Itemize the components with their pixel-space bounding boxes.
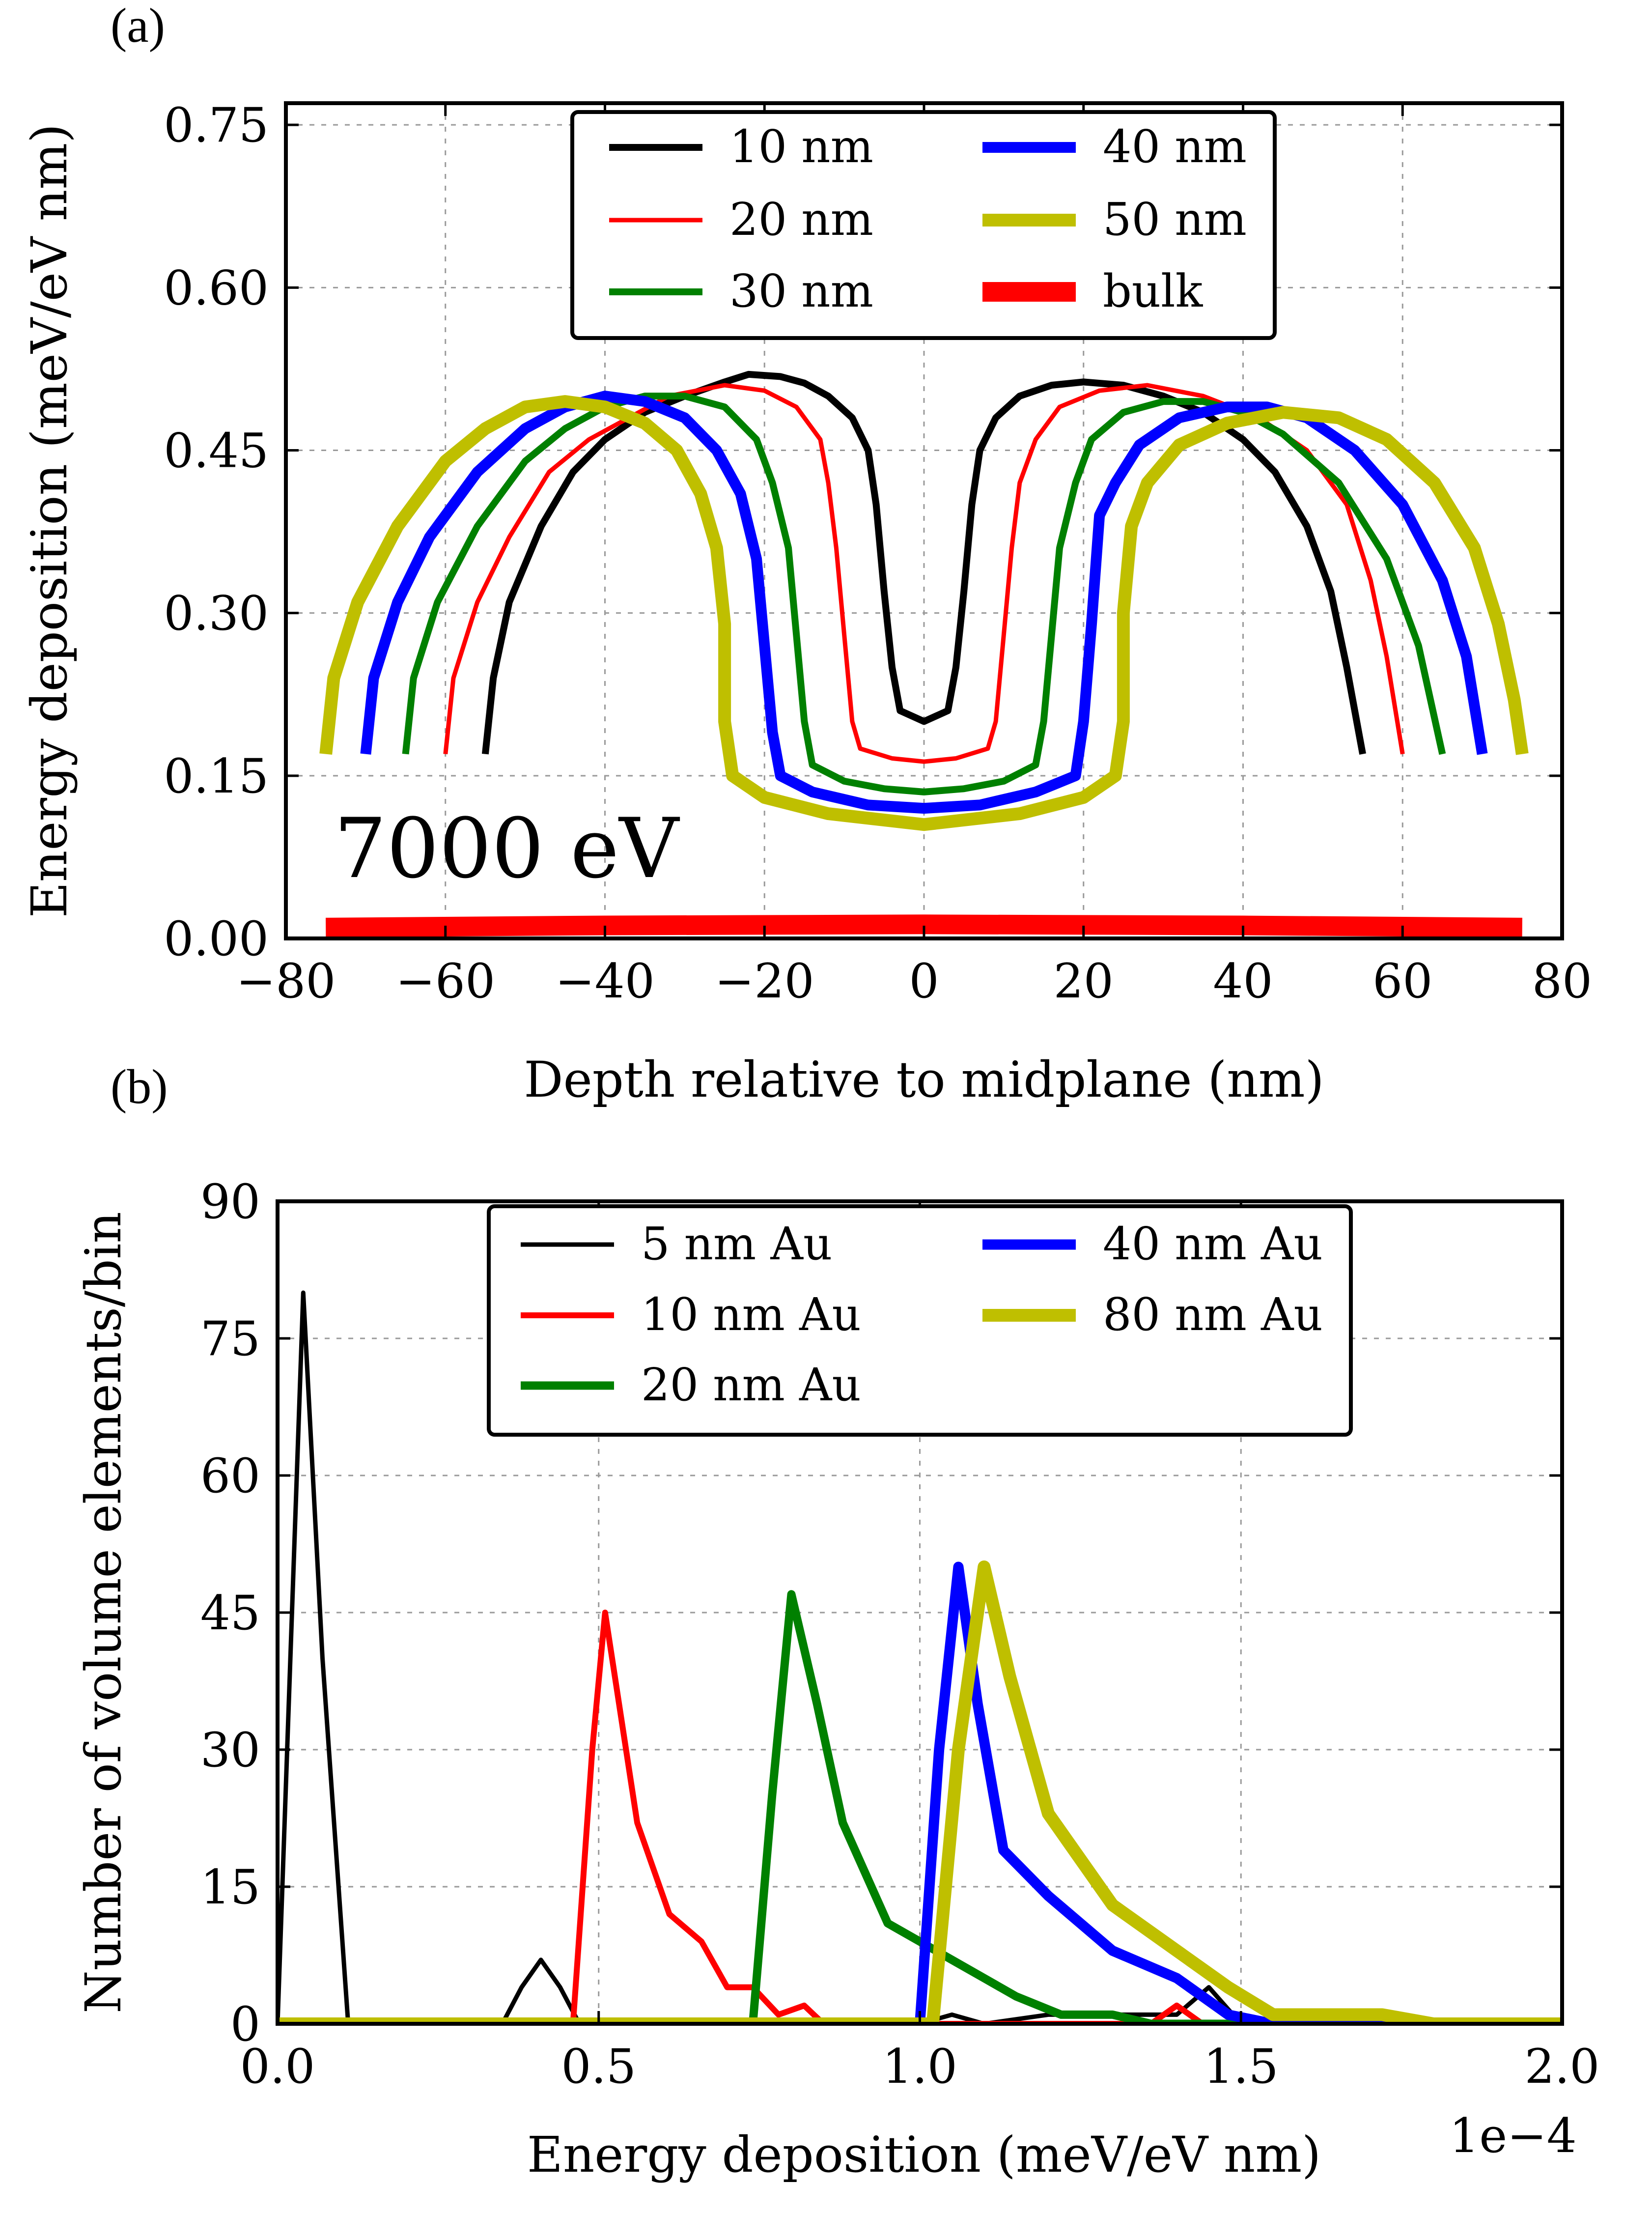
series-line-20-nm-Au: [278, 1590, 1562, 2024]
series-line-50-nm: [319, 395, 1529, 831]
y-tick-label: 0.30: [164, 586, 269, 641]
x-tick-label: 60: [1372, 954, 1432, 1009]
x-tick-label: 40: [1213, 954, 1273, 1009]
legend-label: 50 nm: [1103, 193, 1247, 246]
legend-box: [487, 1204, 1353, 1437]
series-line-40-nm-Au: [278, 1561, 1562, 2024]
x-tick-label: 0.0: [240, 2039, 315, 2094]
x-tick-label: 1.0: [882, 2039, 957, 2094]
x-offset-text: 1e−4: [1449, 2108, 1576, 2163]
x-tick-label: −40: [555, 954, 655, 1009]
legend-label: 40 nm Au: [1103, 1218, 1323, 1270]
legend-box: [570, 110, 1277, 340]
legend-label: 10 nm Au: [641, 1288, 861, 1341]
x-axis-label: Depth relative to midplane (nm): [524, 1051, 1324, 1108]
x-tick-label: −80: [236, 954, 336, 1009]
series-line-80-nm-Au: [278, 1560, 1562, 2024]
legend-label: 80 nm Au: [1103, 1288, 1323, 1341]
x-tick-label: −20: [715, 954, 814, 1009]
panel-label: (a): [111, 0, 165, 53]
x-axis-label: Energy deposition (meV/eV nm): [527, 2126, 1321, 2183]
legend-label: bulk: [1103, 265, 1204, 317]
y-tick-label: 30: [200, 1723, 260, 1778]
y-tick-label: 0.15: [164, 749, 269, 804]
y-tick-label: 0.00: [164, 911, 269, 966]
y-tick-label: 45: [200, 1586, 260, 1641]
series-line-20-nm: [443, 383, 1405, 764]
y-axis-label: Energy deposition (meV/eV nm): [21, 124, 78, 918]
y-tick-label: 0.75: [164, 98, 269, 153]
legend-label: 10 nm: [729, 120, 873, 173]
legend-label: 30 nm: [729, 265, 873, 317]
series-group: [278, 1290, 1562, 2024]
legend-label: 20 nm Au: [641, 1359, 861, 1411]
y-tick-label: 75: [200, 1311, 260, 1366]
x-tick-label: 1.5: [1204, 2039, 1279, 2094]
chart-b: (b) 0.0 0.5 1.0 1.5 2.0 0 15 30 45 60 75 90 Energy de…: [75, 1059, 1599, 2183]
y-tick-label: 0.60: [164, 260, 269, 315]
y-tick-label: 0: [230, 1997, 260, 2052]
x-tick-label: 0.5: [561, 2039, 636, 2094]
legend-label: 5 nm Au: [641, 1218, 832, 1270]
y-tick-label: 90: [200, 1174, 260, 1229]
series-line-5-nm-Au: [278, 1290, 1562, 2024]
y-axis-label: Number of volume elements/bin: [75, 1212, 132, 2013]
y-tick-label: 60: [200, 1448, 260, 1503]
legend: 5 nm Au 10 nm Au 20 nm Au 40 nm Au 80 nm Au: [487, 1204, 1353, 1437]
legend-label: 40 nm: [1103, 120, 1247, 173]
x-tick-label: −60: [395, 954, 495, 1009]
x-tick-label: 80: [1532, 954, 1592, 1009]
x-tick-label: 20: [1054, 954, 1114, 1009]
panel-label: (b): [111, 1059, 168, 1114]
legend: 10 nm 20 nm 30 nm 40 nm 50 nm bulk: [570, 110, 1277, 340]
y-tick-label: 0.45: [164, 423, 269, 478]
x-tick-label: 2.0: [1525, 2039, 1600, 2094]
chart-a: (a) −80 −60 −40 −20 0 20 40 60 80 0.00 0.15 0.30 0.45…: [21, 0, 1592, 1108]
legend-label: 20 nm: [729, 193, 873, 246]
x-tick-label: 0: [909, 954, 939, 1009]
y-tick-label: 15: [200, 1860, 260, 1915]
series-line-bulk: [326, 914, 1522, 937]
series-group: [319, 370, 1529, 937]
energy-annotation: 7000 eV: [334, 800, 680, 897]
series-line-10-nm-Au: [278, 1610, 1562, 2024]
